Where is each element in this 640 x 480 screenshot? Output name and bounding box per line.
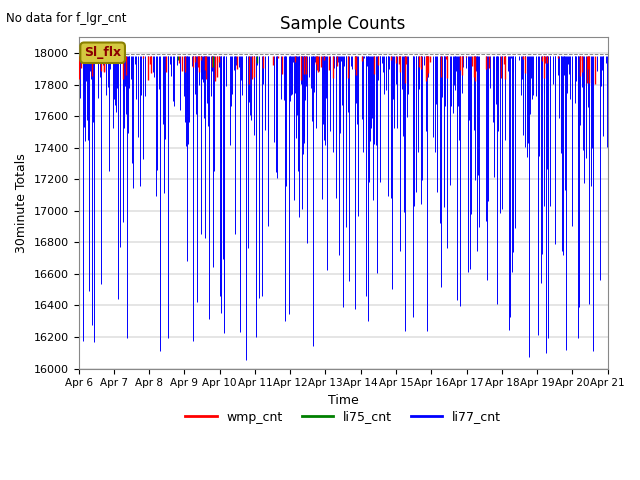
Y-axis label: 30minute Totals: 30minute Totals xyxy=(15,153,28,253)
Legend: wmp_cnt, li75_cnt, li77_cnt: wmp_cnt, li75_cnt, li77_cnt xyxy=(180,406,506,429)
Title: Sample Counts: Sample Counts xyxy=(280,15,406,33)
Text: Sl_flx: Sl_flx xyxy=(84,46,121,59)
X-axis label: Time: Time xyxy=(328,394,358,407)
Text: No data for f_lgr_cnt: No data for f_lgr_cnt xyxy=(6,12,127,25)
